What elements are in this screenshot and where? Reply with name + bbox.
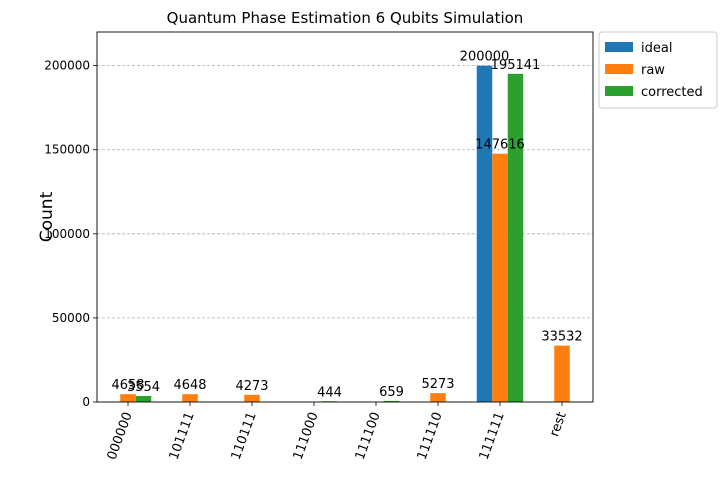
x-tick-label: 110111 [229, 410, 260, 462]
x-tick-label: 111111 [477, 410, 508, 462]
y-tick-label: 200000 [44, 59, 90, 73]
bar-raw-101111 [182, 394, 198, 402]
chart-title: Quantum Phase Estimation 6 Qubits Simula… [167, 9, 524, 27]
data-label: 444 [317, 385, 342, 400]
bar-corrected-111111 [507, 73, 524, 402]
grid-layer [97, 65, 593, 319]
bar-corrected-000000 [135, 396, 152, 402]
x-tick-label: 111110 [415, 410, 446, 462]
data-label: 5273 [421, 377, 454, 392]
data-label: 147616 [475, 138, 525, 153]
legend: ideal raw corrected [598, 31, 718, 109]
x-tick-label: 101111 [167, 410, 198, 462]
legend-swatch-corrected [605, 86, 633, 96]
plot-frame [96, 31, 594, 403]
y-tick-label: 100000 [44, 227, 90, 241]
legend-label-raw: raw [641, 63, 665, 78]
data-label: 659 [379, 385, 404, 400]
data-label: 4658 [111, 378, 144, 393]
x-tick-label: rest [547, 410, 570, 439]
bar-ideal-111111 [476, 65, 493, 403]
data-label: 3554 [127, 380, 160, 395]
legend-swatch-ideal [605, 42, 633, 52]
data-label: 200000 [460, 50, 510, 65]
legend-label-corrected: corrected [641, 85, 703, 100]
legend-label-ideal: ideal [641, 41, 672, 56]
data-labels-layer: 200000 4658 4648 4273 5273 147616 33532 3554 444… [111, 50, 582, 401]
bar-raw-000000 [120, 394, 136, 402]
x-tick-label: 111100 [353, 410, 384, 462]
y-axis-label: Count [37, 191, 57, 242]
data-label: 4648 [173, 378, 206, 393]
bar-raw-rest [554, 345, 570, 402]
bar-raw-110111 [244, 394, 260, 402]
x-tick-label: 000000 [105, 410, 136, 462]
legend-swatch-raw [605, 64, 633, 74]
bar-raw-111110 [430, 393, 446, 402]
bars-layer [120, 65, 570, 403]
bar-corrected-111100 [383, 400, 400, 402]
y-tick-label: 0 [82, 395, 90, 409]
y-tick-label: 150000 [44, 143, 90, 157]
x-tick-label: 111000 [291, 410, 322, 462]
data-label: 4273 [235, 379, 268, 394]
data-label: 195141 [491, 58, 541, 73]
y-tick-label: 50000 [52, 311, 90, 325]
data-label: 33532 [541, 330, 582, 345]
bar-raw-111111 [492, 153, 508, 402]
